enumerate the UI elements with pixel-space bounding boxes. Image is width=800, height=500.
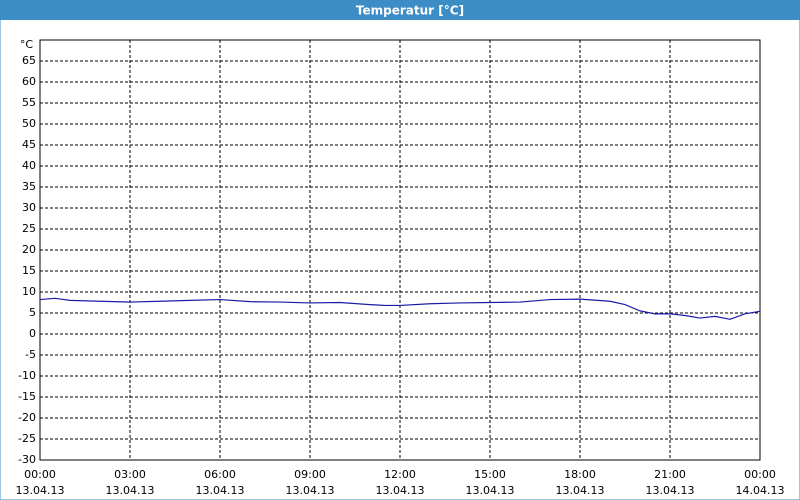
x-tick-label: 13.04.13: [466, 484, 515, 497]
title-bar: [0, 0, 800, 20]
x-tick-label: 06:00: [204, 468, 236, 481]
x-tick-label: 09:00: [294, 468, 326, 481]
x-tick-label: 13.04.13: [376, 484, 425, 497]
x-tick-label: 13.04.13: [106, 484, 155, 497]
x-tick-label: 13.04.13: [556, 484, 605, 497]
y-tick-label: -15: [18, 390, 36, 403]
y-tick-label: -25: [18, 432, 36, 445]
y-tick-label: 10: [22, 285, 36, 298]
y-tick-label: 30: [22, 201, 36, 214]
x-tick-label: 13.04.13: [196, 484, 245, 497]
x-tick-label: 12:00: [384, 468, 416, 481]
y-tick-label: 45: [22, 138, 36, 151]
y-tick-label: 35: [22, 180, 36, 193]
y-tick-label: 60: [22, 75, 36, 88]
y-tick-label: -10: [18, 369, 36, 382]
x-tick-label: 13.04.13: [646, 484, 695, 497]
y-tick-label: 65: [22, 54, 36, 67]
x-tick-label: 03:00: [114, 468, 146, 481]
y-tick-label: -5: [25, 348, 36, 361]
y-tick-label: 5: [29, 306, 36, 319]
data-line: [39, 297, 761, 320]
y-tick-label: 0: [29, 327, 36, 340]
y-unit: °C: [20, 38, 34, 51]
x-tick-label: 00:00: [744, 468, 776, 481]
chart-title: Temperatur [°C]: [356, 4, 464, 18]
x-tick-label: 00:00: [24, 468, 56, 481]
x-tick-label: 14.04.13: [736, 484, 785, 497]
x-tick-label: 21:00: [654, 468, 686, 481]
y-tick-label: 20: [22, 243, 36, 256]
y-tick-label: -30: [18, 453, 36, 466]
y-tick-label: 40: [22, 159, 36, 172]
x-tick-label: 15:00: [474, 468, 506, 481]
y-tick-label: 25: [22, 222, 36, 235]
y-tick-label: 55: [22, 96, 36, 109]
y-tick-label: 15: [22, 264, 36, 277]
x-tick-label: 13.04.13: [286, 484, 335, 497]
x-tick-label: 13.04.13: [16, 484, 65, 497]
x-tick-label: 18:00: [564, 468, 596, 481]
y-tick-label: 50: [22, 117, 36, 130]
y-tick-label: -20: [18, 411, 36, 424]
